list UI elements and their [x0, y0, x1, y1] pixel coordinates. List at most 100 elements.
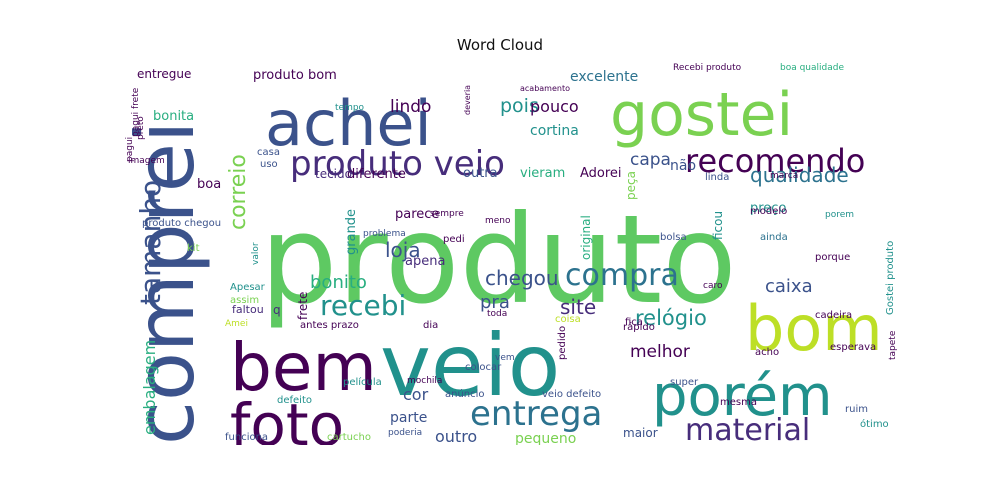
word-caixa: caixa: [765, 276, 813, 297]
word-frete: frete: [296, 292, 310, 320]
word-não: não: [670, 158, 696, 174]
word-película: película: [343, 376, 382, 388]
word-site: site: [560, 295, 596, 319]
word-colocar: colocar: [465, 362, 502, 373]
word-cor: cor: [403, 385, 429, 404]
word-gostei-produto: Gostei produto: [885, 241, 896, 315]
word-adorei: Adorei: [580, 166, 622, 181]
word-linda: linda: [705, 172, 729, 183]
word-entrega: entrega: [470, 394, 602, 434]
word-funciona: funciona: [225, 432, 268, 443]
word-embalagem: embalagem: [140, 340, 159, 435]
word-pedi: pedi: [443, 234, 465, 245]
word-apesar: Apesar: [230, 282, 266, 293]
word-ótimo: ótimo: [860, 418, 889, 430]
word-acho: acho: [755, 347, 779, 358]
word-entregue: entregue: [137, 67, 191, 81]
word-toda: toda: [487, 309, 507, 319]
word-tempo: tempo: [335, 103, 365, 113]
chart-title: Word Cloud: [456, 36, 544, 54]
word-qualidade: qualidade: [750, 163, 849, 187]
word-caro: caro: [703, 281, 723, 291]
word-ficou: ficou: [711, 211, 725, 240]
word-kit: kit: [187, 243, 200, 254]
word-cartucho: cartucho: [327, 432, 371, 443]
word-boa: boa: [197, 177, 221, 192]
word-rápido: rápido: [623, 321, 655, 333]
word-lindo: lindo: [390, 97, 431, 117]
word-comprei: comprei: [125, 121, 212, 445]
word-porque: porque: [815, 252, 850, 263]
word-pouco: pouco: [530, 97, 579, 116]
word-fica: fica: [625, 317, 643, 328]
word-capa: capa: [630, 150, 671, 170]
word-casa: casa: [257, 147, 280, 158]
word-grande: grande: [344, 209, 359, 255]
word-anúncio: anúncio: [445, 388, 485, 400]
word-parte: parte: [390, 410, 427, 426]
word-outro: outro: [435, 427, 477, 445]
word-produto: produto: [260, 189, 737, 331]
word-pois: pois: [500, 95, 539, 117]
word-pequeno: pequeno: [515, 431, 576, 445]
word-dia: dia: [423, 320, 438, 331]
word-antes-prazo: antes prazo: [300, 320, 359, 331]
word-porém: porém: [652, 364, 833, 429]
word-defeito: defeito: [277, 395, 312, 406]
word-amei: Amei: [225, 319, 248, 329]
word-imagem: imagem: [128, 156, 165, 166]
word-bem: bem: [230, 329, 377, 406]
word-valor: valor: [251, 242, 261, 265]
word-peça: peça: [624, 171, 638, 200]
word-loja: loja: [385, 238, 421, 262]
word-apena: apena: [405, 254, 445, 269]
word-problema: problema: [363, 229, 406, 239]
word-recebi: recebi: [320, 289, 406, 322]
word-faltou: faltou: [232, 303, 264, 316]
word-correio: correio: [226, 154, 251, 230]
word-tecido: tecido: [315, 167, 352, 181]
word-preço: preço: [750, 201, 786, 216]
word-pedido: pedido: [557, 326, 568, 360]
word-original: original: [579, 215, 593, 260]
word-veio: veio: [380, 316, 560, 416]
word-pagui: pagui: [125, 137, 135, 162]
word-diferente: diferente: [347, 167, 406, 182]
word-modelo: modelo: [750, 206, 787, 217]
word-coisa: coisa: [555, 314, 581, 325]
word-veio-defeito: veio defeito: [542, 389, 601, 400]
word-super: super: [670, 377, 699, 388]
word-tamanho: tamanho: [134, 180, 167, 305]
word-ainda: ainda: [760, 232, 788, 243]
word-sempre: sempre: [430, 209, 464, 219]
word-bonito: bonito: [310, 272, 367, 293]
word-gostei: gostei: [610, 80, 793, 150]
word-esperava: esperava: [830, 342, 876, 353]
word-q: q: [273, 303, 281, 317]
word-achei: achei: [265, 87, 432, 160]
word-recomendo: recomendo: [685, 142, 865, 180]
word-produto-bom: produto bom: [253, 68, 337, 83]
word-boa-qualidade: boa qualidade: [780, 63, 844, 73]
word-bolsa: bolsa: [660, 232, 687, 243]
word-material: material: [685, 413, 810, 445]
word-parece: parece: [395, 207, 439, 222]
word-melhor: melhor: [630, 342, 690, 362]
word-outra: outra: [463, 166, 498, 181]
word-excelente: excelente: [570, 69, 638, 85]
word-maior: maior: [623, 426, 658, 440]
word-ruim: ruim: [845, 404, 868, 415]
word-pra: pra: [480, 292, 510, 313]
word-assim: assim: [230, 295, 259, 306]
word-poderia: poderia: [388, 428, 422, 438]
word-relógio: relógio: [635, 306, 707, 330]
word-meno: meno: [485, 216, 511, 226]
word-produto-chegou: produto chegou: [142, 218, 221, 229]
word-recebi-produto: Recebi produto: [673, 63, 742, 73]
word-mochila: mochila: [407, 376, 442, 386]
word-tapete: tapete: [888, 330, 898, 360]
word-produto-veio: produto veio: [290, 144, 505, 184]
word-preto: preto: [136, 116, 146, 140]
word-bonita: bonita: [153, 109, 194, 124]
